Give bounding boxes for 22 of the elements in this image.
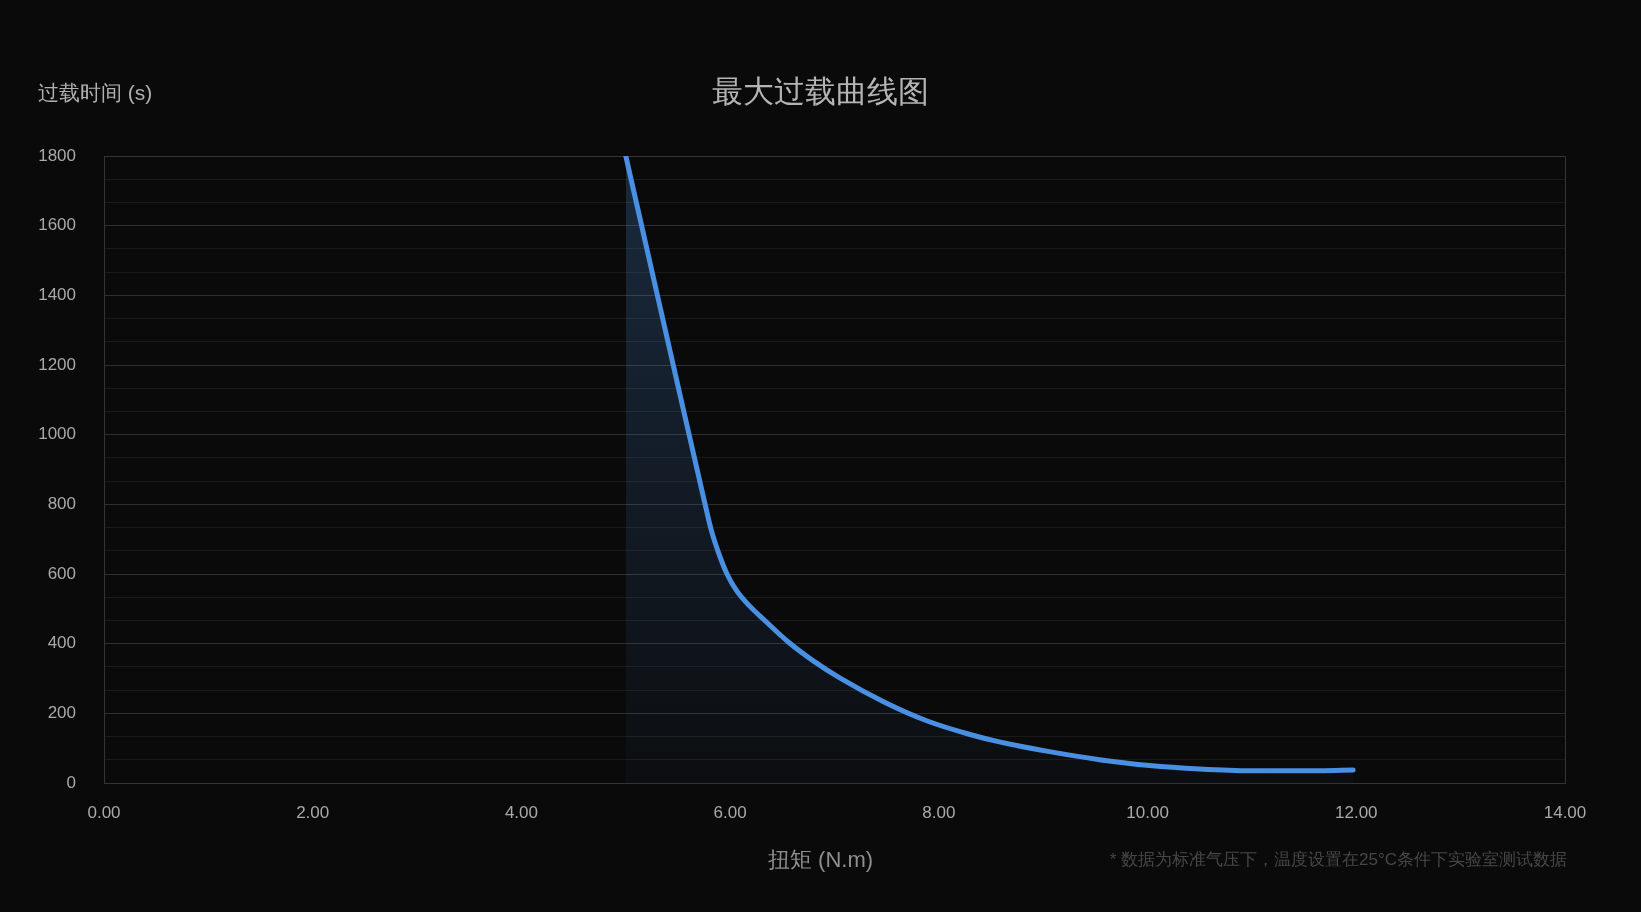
- y-tick-label: 1000: [38, 424, 76, 444]
- y-tick-label: 1400: [38, 285, 76, 305]
- x-tick-label: 10.00: [1126, 802, 1169, 822]
- y-tick-label: 0: [66, 772, 76, 792]
- y-tick-label: 200: [47, 703, 76, 723]
- x-tick-label: 12.00: [1335, 802, 1378, 822]
- y-tick-label: 400: [47, 633, 76, 653]
- y-tick-label: 1200: [38, 354, 76, 374]
- y-tick-label: 1800: [38, 145, 76, 165]
- x-tick-label: 4.00: [504, 802, 538, 822]
- x-tick-label: 6.00: [713, 802, 747, 822]
- x-tick-label: 2.00: [296, 802, 330, 822]
- x-tick-label: 14.00: [1543, 802, 1587, 822]
- y-tick-label: 600: [47, 563, 76, 583]
- x-tick-label: 8.00: [922, 802, 956, 822]
- x-tick-label: 0.00: [87, 802, 121, 822]
- y-tick-label: 800: [47, 494, 76, 514]
- y-axis-title: 过载时间 (s): [38, 80, 153, 106]
- text: * 数据为标准气压下，温度设置在25°C条件下实验室测试数据: [1109, 850, 1567, 871]
- chart-title: 最大过载曲线图: [712, 74, 929, 109]
- x-axis-title: 扭矩 (N.m): [767, 847, 874, 872]
- y-tick-label: 1600: [38, 215, 76, 235]
